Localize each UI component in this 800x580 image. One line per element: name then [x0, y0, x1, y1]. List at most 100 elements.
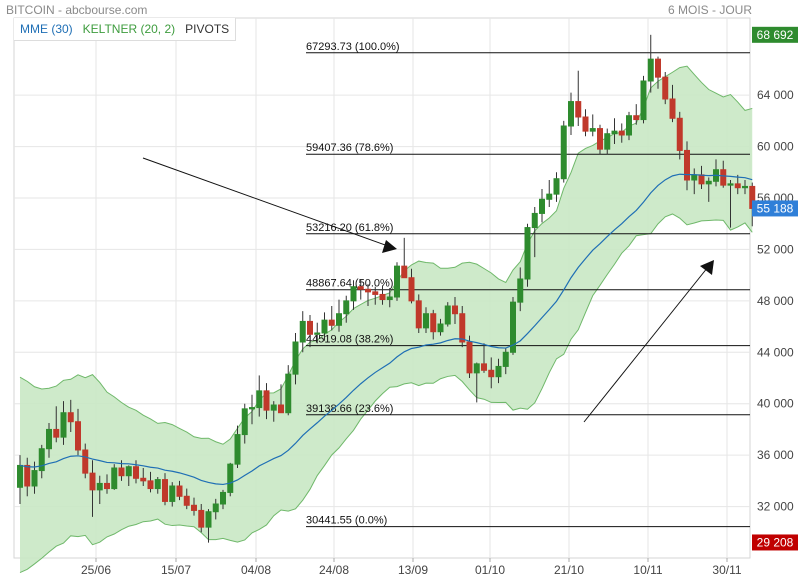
arrow-head-up — [700, 260, 714, 275]
candle-body — [372, 291, 379, 295]
x-tick-label: 15/07 — [161, 563, 191, 577]
x-axis: 25/06 15/07 04/08 24/08 13/09 01/10 21/10 10/11… — [81, 558, 742, 577]
candle-body — [720, 169, 727, 186]
candle-body — [560, 125, 567, 180]
candle-body — [698, 174, 705, 185]
candle-body — [473, 363, 480, 374]
fib-label: 44519.08 (38.2%) — [306, 334, 393, 346]
candle-body — [198, 509, 205, 528]
candle-body — [24, 464, 31, 487]
candle-body — [655, 58, 661, 78]
candle-body — [17, 464, 23, 488]
candle-body — [82, 449, 89, 474]
candle-body — [691, 174, 698, 181]
candle-body — [618, 130, 625, 136]
candle-body — [241, 408, 248, 436]
candle-body — [531, 212, 538, 229]
candle-body — [314, 332, 321, 335]
arrow-head-down — [382, 240, 397, 253]
candle-body — [684, 149, 690, 181]
candle-body — [75, 421, 81, 451]
candle-body — [292, 341, 299, 375]
candle-body — [466, 341, 473, 374]
chart-title: BITCOIN - abcbourse.com — [6, 3, 148, 17]
x-tick-label: 25/06 — [81, 563, 111, 577]
candle-body — [597, 128, 603, 150]
candle-body — [553, 178, 560, 195]
candle-body — [46, 428, 52, 450]
candle-body — [89, 472, 96, 491]
candle-body — [633, 115, 640, 121]
period-label: 6 MOIS - JOUR — [667, 3, 752, 17]
fib-label: 48867.64 (50.0%) — [306, 278, 393, 290]
candle-body — [53, 428, 60, 438]
candle-body — [705, 180, 712, 185]
candle-body — [379, 293, 386, 301]
candle-body — [285, 373, 292, 414]
fib-label: 59407.36 (78.6%) — [306, 142, 393, 154]
candle-body — [452, 305, 458, 315]
x-tick-label: 04/08 — [241, 563, 271, 577]
candle-body — [256, 390, 263, 409]
high-price-tag: 68 692 — [757, 28, 794, 42]
trend-arrow-down — [142, 157, 389, 247]
candle-body — [336, 313, 342, 326]
candle-body — [488, 369, 495, 378]
candle-body — [212, 503, 219, 513]
candle-body — [401, 265, 408, 279]
x-tick-label: 10/11 — [633, 563, 662, 577]
candle-body — [67, 412, 74, 423]
candle-body — [415, 300, 422, 329]
candle-body — [517, 278, 524, 303]
candle-body — [502, 351, 509, 367]
last-price-tag: 55 188 — [757, 201, 794, 215]
candle-body — [568, 101, 574, 127]
price-tags: 68 692 55 188 29 208 — [752, 26, 798, 551]
candle-body — [104, 482, 110, 490]
candle-body — [350, 286, 357, 302]
candle-body — [176, 485, 183, 497]
candle-body — [524, 227, 531, 280]
candle-body — [307, 320, 313, 335]
candle-body — [38, 448, 45, 472]
candle-body — [408, 277, 415, 302]
keltner-lower — [19, 213, 753, 574]
candle-body — [734, 183, 741, 189]
low-price-tag: 29 208 — [757, 535, 794, 549]
candle-body — [270, 404, 277, 411]
candle-body — [510, 301, 516, 353]
mme-line-path — [19, 173, 753, 486]
legend-pivots[interactable]: PIVOTS — [185, 22, 230, 36]
mme-line — [19, 173, 753, 486]
y-tick-label: 64 000 — [757, 88, 794, 102]
candle-body — [343, 300, 350, 315]
candle-body — [669, 98, 676, 119]
x-tick-label: 01/10 — [475, 563, 505, 577]
legend-mme[interactable]: MME (30) — [20, 22, 73, 36]
legend: MME (30) KELTNER (20, 2) PIVOTS — [14, 18, 237, 41]
candle-body — [234, 434, 241, 465]
low-price-tag-bg — [752, 534, 798, 551]
candle-body — [328, 319, 335, 326]
candle-body — [147, 480, 154, 490]
candle-body — [162, 479, 168, 502]
candle-body — [626, 115, 632, 136]
y-tick-label: 44 000 — [757, 345, 794, 359]
y-tick-label: 48 000 — [757, 294, 794, 308]
candle-body — [575, 101, 582, 118]
candle-body — [118, 467, 125, 477]
legend-keltner[interactable]: KELTNER (20, 2) — [82, 22, 176, 36]
candle-body — [481, 363, 487, 371]
candle-body — [604, 133, 611, 150]
y-tick-label: 32 000 — [757, 500, 794, 514]
candle-body — [183, 495, 190, 506]
candle-body — [546, 193, 553, 200]
candle-body — [299, 320, 306, 343]
candle-body — [191, 504, 197, 511]
fib-label: 67293.73 (100.0%) — [306, 41, 400, 53]
last-price-tag-bg — [752, 200, 798, 217]
candle-body — [662, 76, 669, 100]
x-tick-label: 30/11 — [712, 563, 741, 577]
